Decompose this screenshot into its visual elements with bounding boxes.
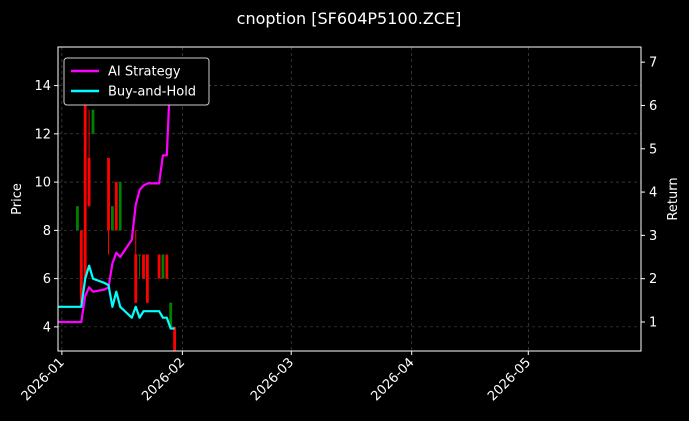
y2-axis-title: Return [666, 177, 681, 220]
candle-body-8 [118, 182, 122, 231]
legend-label-ai-strategy: AI Strategy [108, 65, 181, 80]
candle-body-13 [157, 254, 161, 279]
return-lines [58, 66, 175, 330]
ai-strategy-line [58, 66, 172, 324]
candle-body-16 [169, 302, 173, 327]
y2-tick-label-0: 1 [649, 315, 657, 330]
candle-body-0 [76, 206, 79, 231]
y-axis-right: 1 2 3 4 5 6 7 [641, 56, 657, 330]
buy-and-hold-line [58, 264, 175, 330]
y2-tick-label-1: 2 [649, 272, 657, 287]
candle-body-9 [134, 254, 138, 303]
candle-body-11 [142, 254, 145, 279]
y2-tick-label-4: 5 [649, 142, 657, 157]
candle-body-2 [83, 85, 87, 279]
candle-body-6 [111, 206, 114, 231]
y-tick-label-1: 6 [43, 272, 51, 287]
y2-tick-label-5: 6 [649, 99, 657, 114]
candle-body-3 [87, 157, 91, 207]
candle-body-7 [114, 182, 118, 231]
y2-tick-label-6: 7 [649, 56, 657, 71]
candlesticks [76, 85, 176, 351]
y2-tick-label-2: 3 [649, 229, 657, 244]
candle-body-5 [107, 157, 110, 231]
legend: AI Strategy Buy-and-Hold [63, 57, 210, 106]
y-tick-label-0: 4 [43, 320, 51, 335]
candle-body-10 [138, 254, 142, 256]
candle-body-4 [91, 109, 95, 134]
legend-box [63, 57, 210, 106]
y-tick-label-2: 8 [43, 224, 51, 239]
y-axis-left: 4 6 8 10 12 14 [34, 79, 58, 335]
y-tick-label-5: 14 [34, 79, 51, 94]
y-tick-label-4: 12 [34, 127, 51, 142]
candle-body-14 [161, 254, 165, 279]
y2-tick-label-3: 4 [649, 186, 657, 201]
y-axis-title: Price [10, 183, 25, 215]
candle-body-12 [145, 254, 149, 303]
plot-frame [57, 46, 642, 352]
candle-body-17 [173, 326, 176, 351]
legend-label-buy-and-hold: Buy-and-Hold [108, 85, 196, 100]
candle-body-15 [165, 254, 169, 279]
y-tick-label-3: 10 [34, 176, 51, 191]
candle-body-1 [79, 230, 83, 303]
chart-title: cnoption [SF604P5100.ZCE] [237, 9, 462, 28]
